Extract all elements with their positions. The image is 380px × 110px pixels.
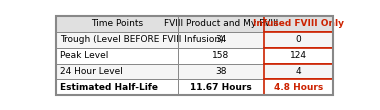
Bar: [264, 16, 333, 32]
Bar: [264, 79, 333, 95]
Text: 11.67 Hours: 11.67 Hours: [190, 83, 252, 92]
Bar: [56, 48, 178, 63]
Text: 34: 34: [215, 35, 227, 44]
Text: 4.8 Hours: 4.8 Hours: [274, 83, 323, 92]
Bar: [264, 48, 333, 63]
Bar: [56, 16, 178, 32]
Bar: [56, 32, 178, 48]
Text: Peak Level: Peak Level: [60, 51, 108, 60]
Text: 4: 4: [296, 67, 301, 76]
Bar: [178, 63, 264, 79]
Bar: [178, 48, 264, 63]
Text: Trough (Level BEFORE FVIII Infusion): Trough (Level BEFORE FVIII Infusion): [60, 35, 223, 44]
Text: 38: 38: [215, 67, 227, 76]
Text: 0: 0: [296, 35, 301, 44]
Text: Estimated Half-Life: Estimated Half-Life: [60, 83, 158, 92]
Text: FVIII Product and My FVIII: FVIII Product and My FVIII: [164, 19, 278, 28]
Bar: [56, 63, 178, 79]
Text: 124: 124: [290, 51, 307, 60]
Bar: [178, 16, 264, 32]
Text: 24 Hour Level: 24 Hour Level: [60, 67, 123, 76]
Bar: [178, 32, 264, 48]
Bar: [264, 32, 333, 48]
Bar: [264, 63, 333, 79]
Text: 158: 158: [212, 51, 230, 60]
Text: Time Points: Time Points: [91, 19, 143, 28]
Bar: [56, 79, 178, 95]
Bar: [178, 79, 264, 95]
Text: Infused FVIII Only: Infused FVIII Only: [253, 19, 344, 28]
